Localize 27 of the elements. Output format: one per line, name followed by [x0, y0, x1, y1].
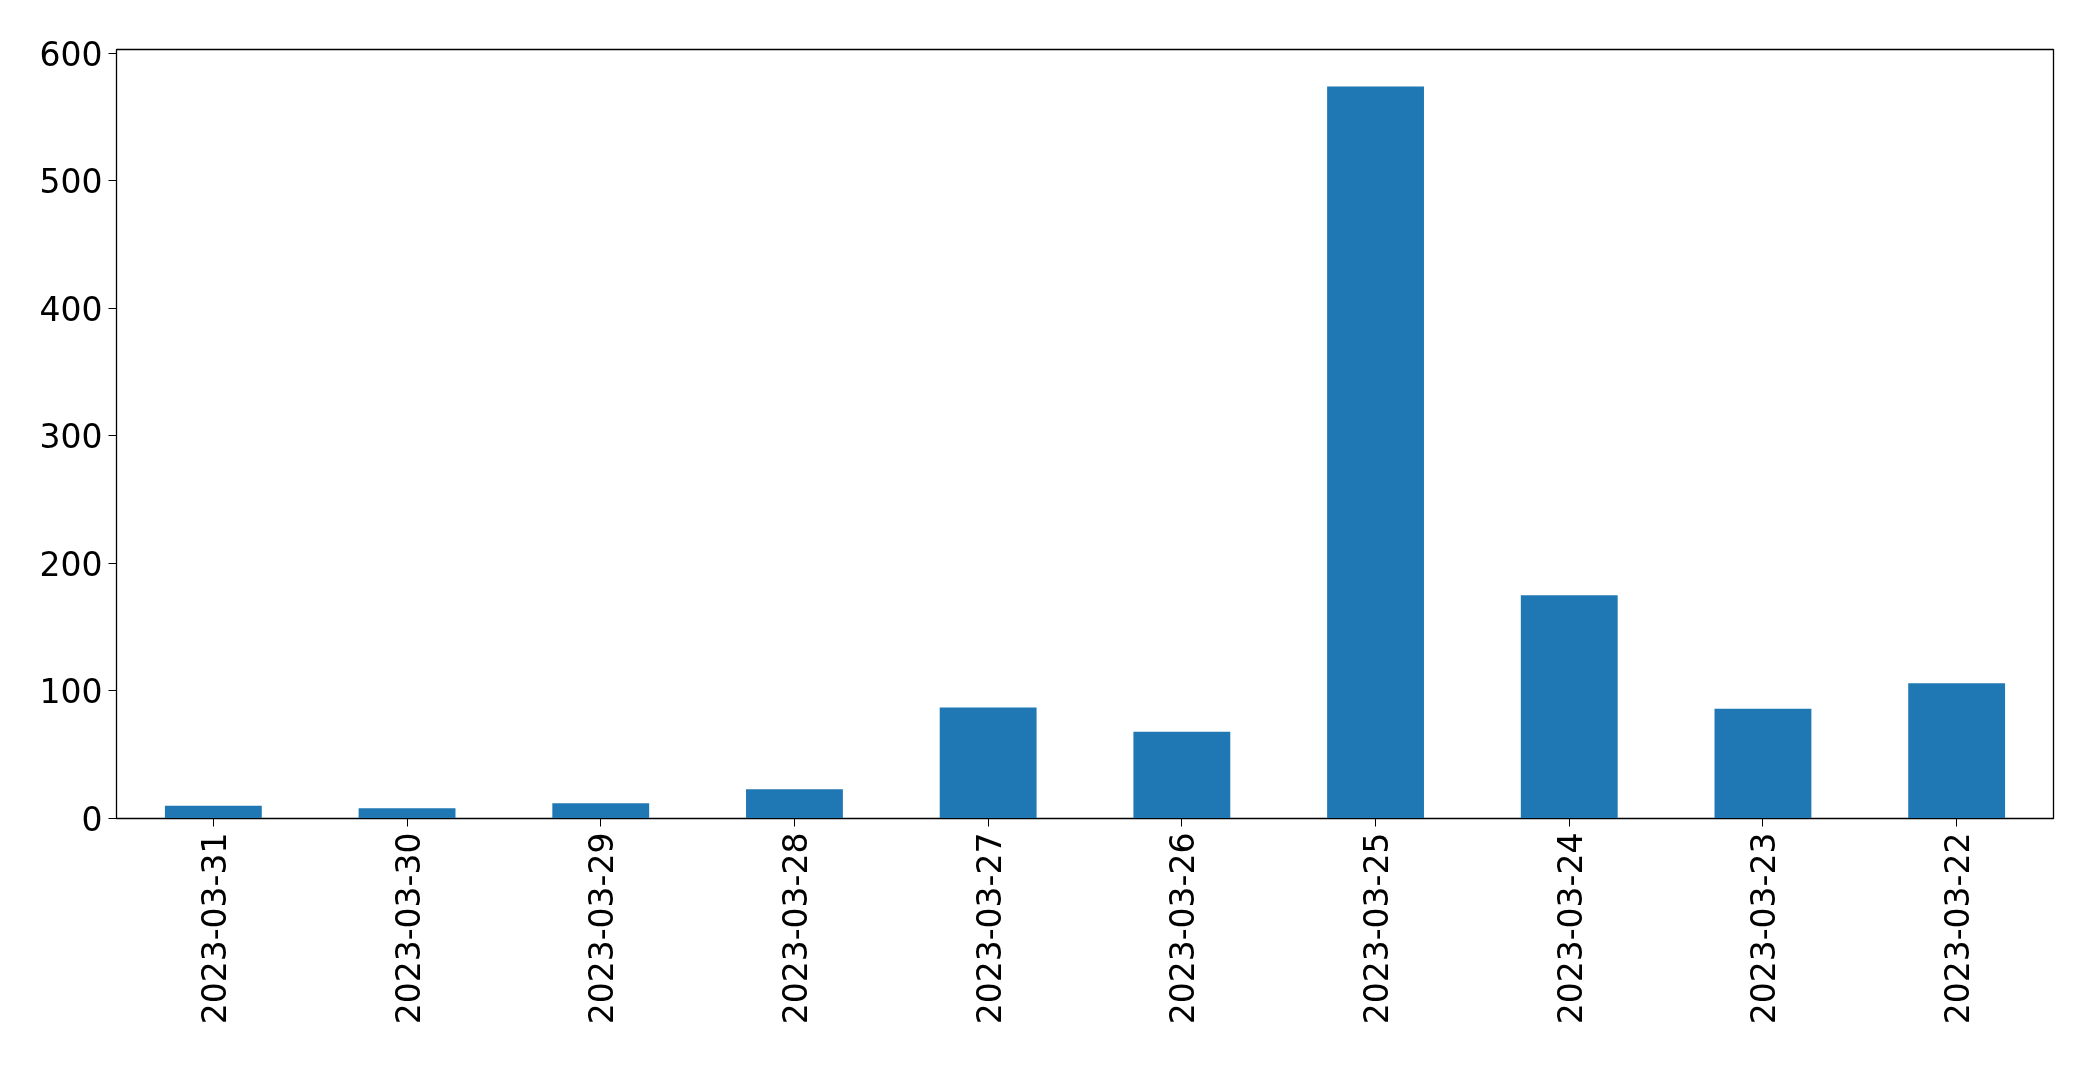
bar: [1520, 595, 1618, 819]
y-tick-label: 0: [81, 800, 103, 839]
bar: [939, 707, 1037, 819]
y-tick-label: 400: [39, 289, 103, 329]
x-tick-label: 2023-03-31: [194, 832, 234, 1025]
bar: [746, 789, 843, 819]
x-tick-label: 2023-03-25: [1357, 832, 1397, 1025]
x-tick-label: 2023-03-26: [1163, 832, 1203, 1025]
y-tick-label: 500: [39, 162, 103, 202]
y-tick-label: 100: [39, 672, 103, 712]
y-tick-label: 600: [39, 34, 103, 74]
x-tick-label: 2023-03-24: [1550, 832, 1590, 1025]
bar: [164, 805, 262, 819]
y-tick-label: 200: [39, 544, 103, 584]
bar: [358, 808, 456, 819]
x-tick-label: 2023-03-23: [1744, 832, 1784, 1025]
x-tick-label: 2023-03-28: [775, 832, 815, 1025]
bar: [1908, 683, 2006, 819]
bar: [1327, 86, 1424, 819]
x-tick-label: 2023-03-27: [969, 832, 1009, 1025]
x-tick-label: 2023-03-30: [388, 832, 428, 1025]
bar: [1714, 708, 1812, 819]
x-tick-label: 2023-03-29: [582, 832, 622, 1025]
x-tick-label: 2023-03-22: [1938, 832, 1978, 1025]
bar: [552, 803, 650, 819]
y-tick-label: 300: [39, 417, 103, 457]
bar: [1133, 731, 1231, 819]
